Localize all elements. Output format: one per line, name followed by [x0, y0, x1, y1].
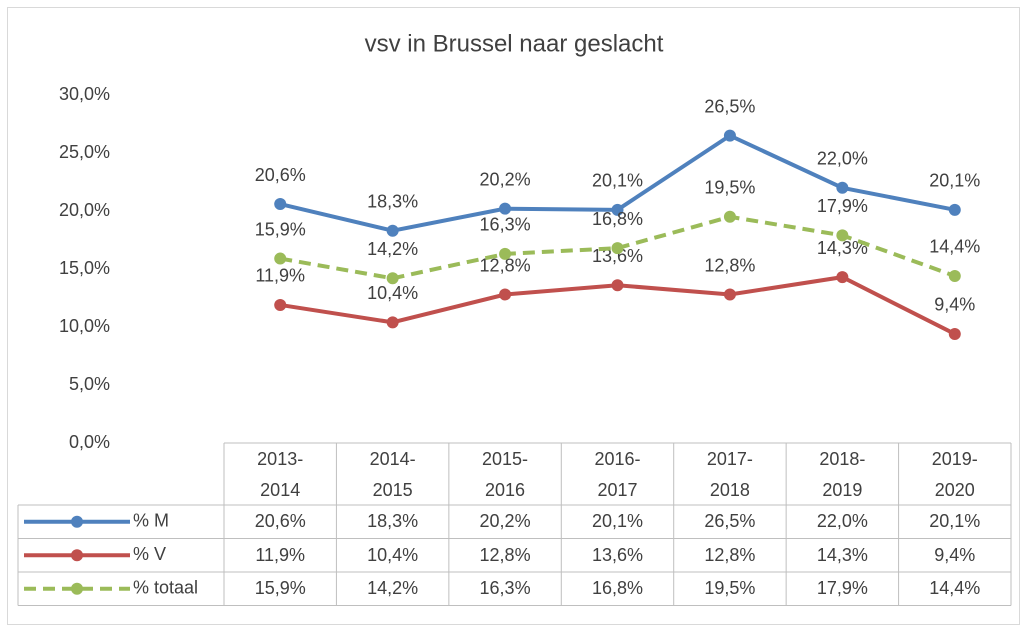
point [274, 298, 287, 311]
legend-marker [71, 582, 83, 595]
table-value: 18,3% [367, 511, 419, 532]
x-tick-label: 2013-2014 [224, 444, 336, 505]
data-label: 20,1% [929, 171, 980, 191]
x-tick-label: 2018-2019 [786, 444, 898, 505]
data-label: 14,2% [367, 239, 418, 259]
point [386, 316, 399, 329]
data-label: 10,4% [367, 283, 418, 303]
table-value: 26,5% [704, 511, 756, 532]
data-label: 13,6% [592, 246, 643, 266]
point [611, 203, 624, 216]
data-label: 14,4% [929, 237, 980, 257]
table-value: 12,8% [704, 544, 756, 565]
data-label: 17,9% [817, 196, 868, 216]
category-text: 2019-2020 [931, 448, 978, 500]
point [836, 229, 849, 242]
table-value: 17,9% [816, 578, 868, 599]
category-text: 2018-2019 [819, 448, 866, 500]
point [499, 202, 512, 215]
x-tick-label: 2017-2018 [674, 444, 786, 505]
legend-marker [71, 515, 83, 528]
category-text: 2014-2015 [369, 448, 416, 500]
category-text: 2016-2017 [594, 448, 641, 500]
table-value: 20,1% [591, 511, 644, 532]
data-label: 11,9% [255, 266, 305, 286]
point [274, 252, 287, 265]
chart-title: vsv in Brussel naar geslacht [365, 30, 664, 57]
point [723, 210, 736, 223]
table-value: 12,8% [479, 544, 531, 565]
data-label: 16,8% [592, 209, 643, 229]
legend-label: % totaal [133, 578, 198, 598]
data-label: 15,9% [255, 219, 306, 239]
data-label: 20,2% [480, 169, 531, 189]
table-value: 13,6% [591, 544, 644, 565]
point [386, 272, 399, 285]
table-value: 22,0% [816, 511, 868, 532]
point [499, 288, 512, 301]
data-label: 14,3% [817, 238, 868, 258]
table-value: 14,2% [367, 578, 419, 599]
y-tick-label: 0,0% [69, 432, 110, 452]
point [948, 269, 961, 282]
y-tick-label: 30,0% [59, 84, 110, 104]
data-label: 18,3% [367, 191, 418, 211]
table-value: 20,6% [254, 511, 306, 532]
data-label: 22,0% [817, 149, 868, 169]
data-label: 19,5% [704, 178, 755, 198]
table-value: 9,4% [934, 544, 976, 565]
point [611, 279, 624, 292]
table-value: 20,1% [929, 511, 981, 532]
table-value: 16,8% [591, 578, 644, 599]
point [836, 181, 849, 194]
table-value: 11,9% [255, 544, 306, 565]
y-tick-label: 10,0% [59, 316, 110, 336]
x-tick-label: 2015-2016 [449, 444, 561, 505]
y-tick-label: 25,0% [59, 142, 110, 162]
table-value: 14,4% [929, 578, 981, 599]
table-value: 10,4% [367, 544, 419, 565]
x-tick-label: 2014-2015 [336, 444, 448, 505]
y-tick-label: 15,0% [59, 258, 110, 278]
table-value: 16,3% [479, 578, 531, 599]
point [948, 203, 961, 216]
table-value: 19,5% [704, 578, 756, 599]
data-label: 12,8% [480, 255, 531, 275]
x-tick-label: 2019-2020 [899, 444, 1011, 505]
table-value: 15,9% [254, 578, 306, 599]
point [723, 129, 736, 142]
category-text: 2017-2018 [706, 448, 753, 500]
data-label: 16,3% [480, 215, 531, 235]
category-text: 2013-2014 [257, 448, 304, 500]
legend-label: % V [133, 544, 166, 564]
point [611, 242, 624, 255]
point [948, 327, 961, 340]
data-label: 12,8% [704, 255, 755, 275]
legend-marker [71, 549, 83, 562]
point [499, 247, 512, 260]
category-text: 2015-2016 [482, 448, 529, 500]
y-tick-label: 20,0% [59, 200, 110, 220]
point [274, 198, 287, 211]
chart-border [7, 7, 1020, 625]
point [723, 288, 736, 301]
point [836, 271, 849, 284]
table-value: 14,3% [816, 544, 868, 565]
x-tick-label: 2016-2017 [561, 444, 673, 505]
point [386, 224, 399, 237]
table-value: 20,2% [479, 511, 531, 532]
data-label: 20,1% [592, 171, 643, 191]
legend-label: % M [133, 511, 169, 531]
data-label: 9,4% [934, 295, 975, 315]
data-label: 20,6% [255, 165, 306, 185]
y-tick-label: 5,0% [69, 374, 110, 394]
data-label: 26,5% [704, 96, 755, 116]
